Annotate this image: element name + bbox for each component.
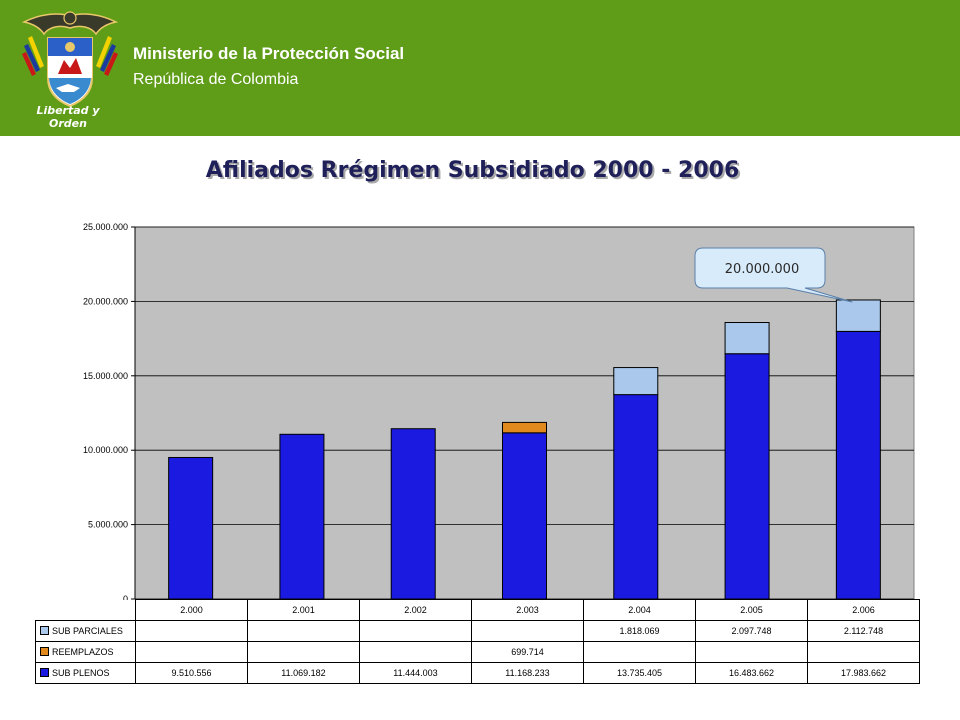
legend-entry-reemplazos: REEMPLAZOS [35,641,136,663]
table-cell [807,641,920,663]
bar-segment-sub-plenos [279,433,325,600]
legend-label: SUB PARCIALES [52,626,123,636]
stacked-bar-chart: 0 5.000.000 10.000.000 15.000.000 20.000.000… [83,222,915,600]
table-cell [359,641,472,663]
legend-swatch [40,626,49,635]
legend-entry-sub-parciales: SUB PARCIALES [35,620,136,642]
legend-swatch [40,668,49,677]
table-cell [247,641,360,663]
table-header-cell: 2.006 [807,599,920,621]
table-cell [359,620,472,642]
legend-label: SUB PLENOS [52,668,110,678]
table-cell: 16.483.662 [695,662,808,684]
y-tick-label: 5.000.000 [88,520,128,530]
table-cell: 11.069.182 [247,662,360,684]
table-row-sub-plenos: SUB PLENOS 9.510.556 11.069.182 11.444.0… [35,662,920,684]
table-header-cell: 2.005 [695,599,808,621]
table-cell: 9.510.556 [135,662,248,684]
table-header-cell: 2.003 [471,599,584,621]
table-row-sub-parciales: SUB PARCIALES 1.818.069 2.097.748 2.112.… [35,620,920,642]
table-row-reemplazos: REEMPLAZOS 699.714 [35,641,920,663]
chart-title: Afiliados Rrégimen Subsidiado 2000 - 200… [205,158,740,183]
table-cell: 13.735.405 [583,662,696,684]
table-header-row: 2.000 2.001 2.002 2.003 2.004 2.005 2.00… [36,599,920,621]
bar-segment-sub-parciales [613,367,659,396]
table-cell: 2.112.748 [807,620,920,642]
table-header-cell: 2.000 [135,599,248,621]
table-cell: 11.444.003 [359,662,472,684]
table-header-cell: 2.001 [247,599,360,621]
table-cell [135,641,248,663]
ministry-name: Ministerio de la Protección Social [133,44,405,63]
data-table: 2.000 2.001 2.002 2.003 2.004 2.005 2.00… [35,599,920,684]
table-cell [247,620,360,642]
table-cell [471,620,584,642]
table-cell: 11.168.233 [471,662,584,684]
table-cell: 17.983.662 [807,662,920,684]
table-cell [135,620,248,642]
legend-swatch [40,647,49,656]
header-banner: Libertad y Orden Ministerio de la Protec… [0,0,960,136]
republic-name: República de Colombia [133,71,299,88]
motto-text: Libertad y Orden [36,104,100,130]
bar-segment-sub-plenos [835,330,881,600]
table-cell [695,641,808,663]
bar-segment-sub-parciales [724,322,770,355]
y-tick-label: 0 [123,594,128,600]
legend-entry-sub-plenos: SUB PLENOS [35,662,136,684]
callout-text: 20.000.000 [725,262,799,277]
bar-segment-reemplazos [502,421,547,434]
bar-segment-sub-plenos [390,428,436,600]
table-cell: 699.714 [471,641,584,663]
y-tick-label: 20.000.000 [83,296,128,306]
table-header-cell: 2.004 [583,599,696,621]
table-cell [583,641,696,663]
coat-of-arms-icon [21,11,119,108]
y-tick-label: 25.000.000 [83,222,128,232]
table-cell: 2.097.748 [695,620,808,642]
bar-segment-sub-parciales [835,299,881,332]
table-cell: 1.818.069 [583,620,696,642]
bar-segment-sub-plenos [613,394,659,600]
legend-label: REEMPLAZOS [52,647,114,657]
bar-segment-sub-plenos [168,456,214,600]
callout-bubble [694,247,853,303]
table-header-cell: 2.002 [359,599,472,621]
bar-segment-sub-plenos [502,432,547,600]
y-tick-label: 15.000.000 [83,371,128,381]
bar-segment-sub-plenos [724,353,770,600]
y-tick-label: 10.000.000 [83,445,128,455]
